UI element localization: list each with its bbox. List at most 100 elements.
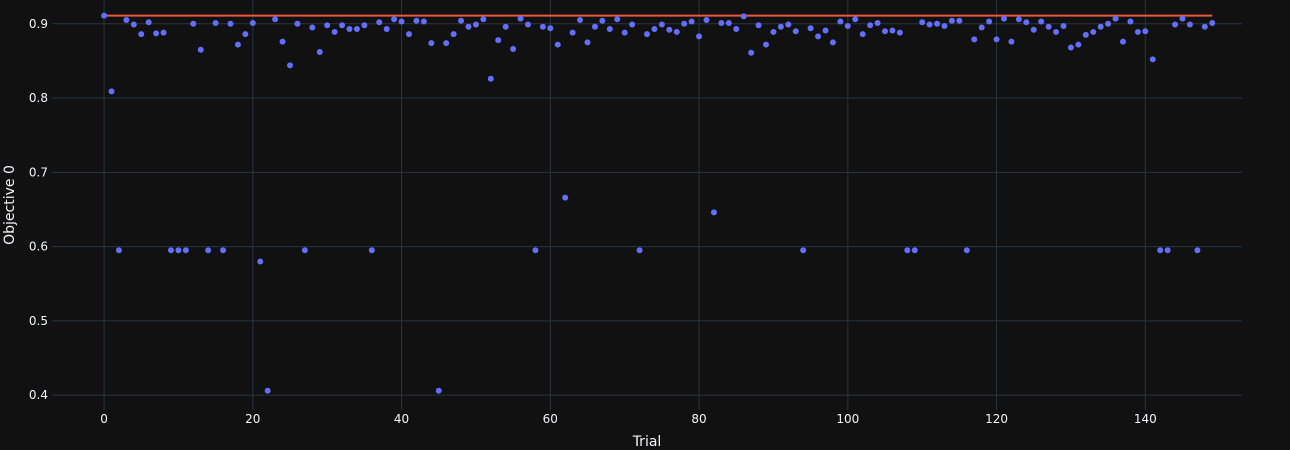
- data-point: [1045, 23, 1052, 30]
- data-point: [242, 31, 249, 38]
- data-point: [160, 29, 167, 36]
- data-point: [844, 22, 851, 29]
- data-point: [777, 23, 784, 30]
- y-tick-label: 0.7: [29, 165, 48, 179]
- data-point: [911, 247, 918, 254]
- data-point: [346, 25, 353, 32]
- data-point: [941, 22, 948, 29]
- data-point: [353, 25, 360, 32]
- y-tick-label: 0.9: [29, 17, 48, 31]
- data-point: [539, 23, 546, 30]
- data-point: [257, 258, 264, 265]
- data-point: [547, 25, 554, 32]
- data-point: [896, 29, 903, 36]
- data-point: [420, 18, 427, 25]
- data-point: [510, 46, 517, 53]
- data-point: [1075, 41, 1082, 48]
- data-point: [837, 18, 844, 25]
- data-point: [658, 21, 665, 28]
- data-point: [1082, 31, 1089, 38]
- data-point: [182, 247, 189, 254]
- x-tick-label: 40: [394, 412, 409, 426]
- data-point: [153, 30, 160, 37]
- data-point: [1186, 21, 1193, 28]
- data-point: [986, 18, 993, 25]
- data-point: [807, 25, 814, 32]
- data-point: [815, 33, 822, 40]
- data-point: [383, 25, 390, 32]
- data-point: [190, 20, 197, 27]
- data-point: [376, 19, 383, 26]
- data-point: [1142, 28, 1149, 35]
- data-point: [963, 247, 970, 254]
- data-point: [487, 75, 494, 82]
- data-point: [606, 25, 613, 32]
- data-point: [428, 40, 435, 47]
- data-point: [1008, 38, 1015, 45]
- data-point: [101, 12, 108, 19]
- data-point: [123, 17, 130, 24]
- data-point: [829, 39, 836, 46]
- data-point: [785, 21, 792, 28]
- data-point: [145, 19, 152, 26]
- data-point: [331, 28, 338, 35]
- data-point: [993, 36, 1000, 43]
- data-point: [1105, 20, 1112, 27]
- data-point: [532, 247, 539, 254]
- data-point: [138, 31, 145, 38]
- data-point: [926, 21, 933, 28]
- data-point: [316, 48, 323, 55]
- data-point: [115, 247, 122, 254]
- data-point: [1201, 23, 1208, 30]
- data-point: [748, 49, 755, 56]
- data-point: [324, 22, 331, 29]
- data-point: [287, 62, 293, 69]
- data-point: [755, 22, 762, 29]
- data-point: [339, 22, 346, 29]
- y-tick-label: 0.6: [29, 240, 48, 254]
- data-point: [978, 24, 985, 31]
- data-point: [175, 247, 182, 254]
- data-point: [361, 22, 368, 29]
- data-point: [197, 46, 204, 53]
- data-point: [130, 21, 137, 28]
- data-point: [301, 247, 308, 254]
- data-point: [443, 40, 450, 47]
- data-point: [673, 28, 680, 35]
- data-points: [101, 12, 1216, 394]
- data-point: [874, 20, 881, 27]
- x-tick-label: 0: [100, 412, 108, 426]
- data-point: [406, 31, 412, 38]
- data-point: [1015, 16, 1022, 23]
- data-point: [599, 17, 606, 24]
- data-point: [220, 247, 227, 254]
- data-point: [636, 247, 643, 254]
- data-point: [212, 20, 219, 27]
- data-point: [1030, 26, 1037, 33]
- data-point: [309, 24, 316, 31]
- data-point: [710, 209, 717, 216]
- data-point: [614, 16, 621, 23]
- data-point: [294, 20, 301, 27]
- data-point: [688, 18, 695, 25]
- data-point: [733, 25, 740, 32]
- data-point: [621, 29, 628, 36]
- data-point: [889, 27, 896, 34]
- data-point: [584, 39, 591, 46]
- data-point: [391, 16, 398, 23]
- data-point: [740, 13, 747, 20]
- data-point: [800, 247, 807, 254]
- data-point: [472, 21, 479, 28]
- data-point: [1209, 20, 1216, 27]
- data-point: [205, 247, 212, 254]
- data-point: [822, 27, 829, 34]
- data-point: [108, 88, 115, 95]
- data-point: [279, 38, 286, 45]
- data-point: [1112, 15, 1119, 22]
- data-point: [1194, 247, 1201, 254]
- data-point: [770, 28, 777, 35]
- data-point: [1120, 38, 1126, 45]
- data-point: [502, 23, 509, 30]
- data-point: [569, 29, 576, 36]
- data-point: [971, 36, 978, 43]
